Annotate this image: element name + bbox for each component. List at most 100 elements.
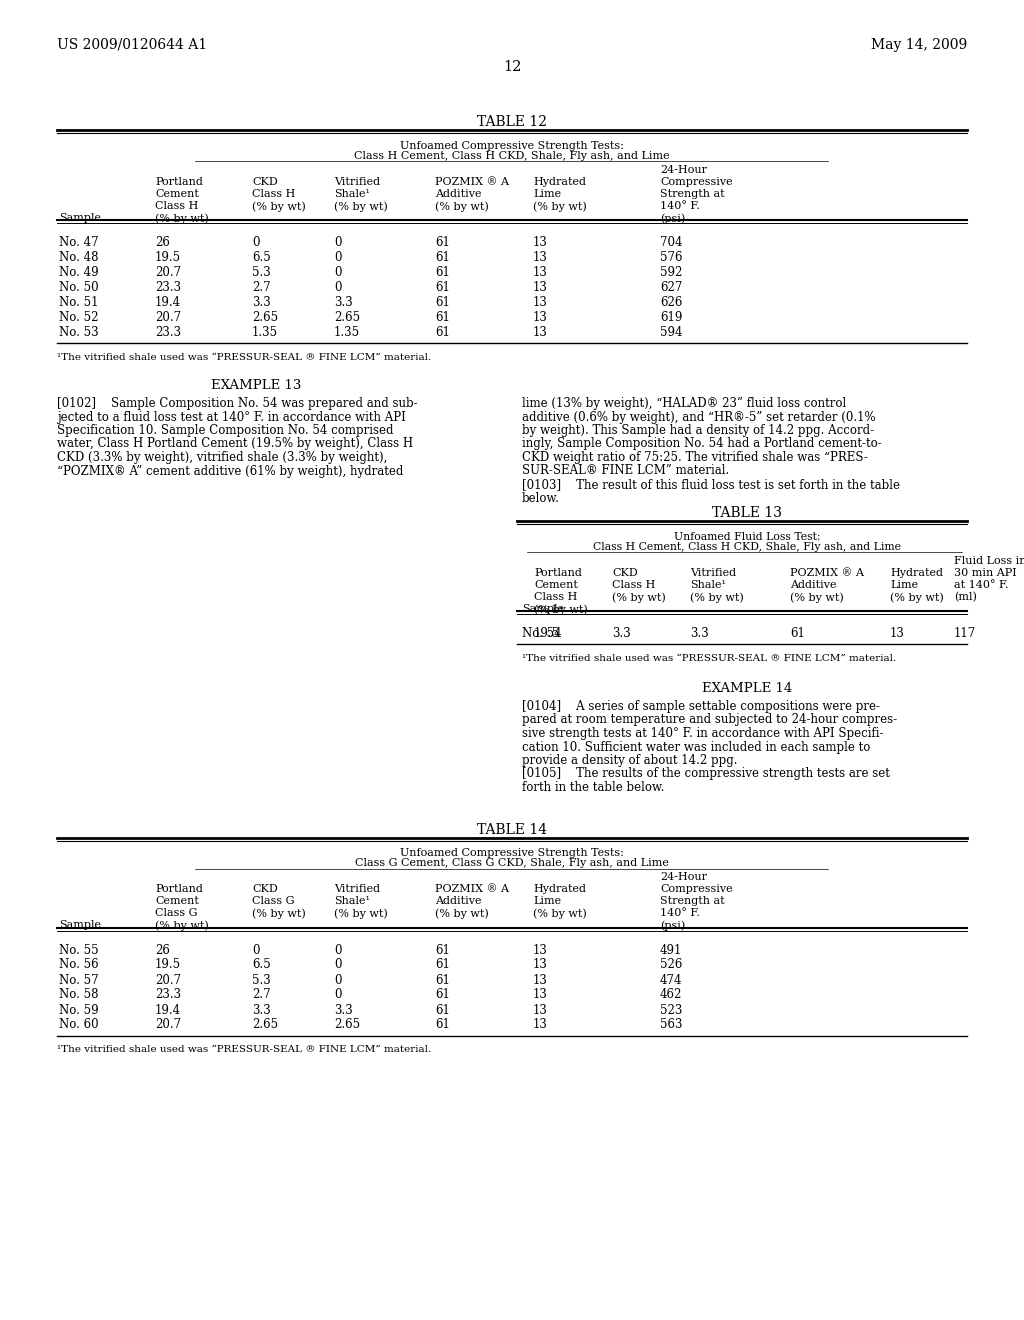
Text: 19.4: 19.4 [155, 296, 181, 309]
Text: Class H: Class H [252, 189, 295, 199]
Text: Sample: Sample [59, 213, 101, 223]
Text: “POZMIX® A” cement additive (61% by weight), hydrated: “POZMIX® A” cement additive (61% by weig… [57, 465, 403, 478]
Text: Cement: Cement [534, 579, 578, 590]
Text: 627: 627 [660, 281, 682, 294]
Text: Lime: Lime [534, 896, 561, 907]
Text: 26: 26 [155, 236, 170, 249]
Text: TABLE 14: TABLE 14 [477, 822, 547, 837]
Text: 19.5: 19.5 [534, 627, 560, 640]
Text: Strength at: Strength at [660, 189, 725, 199]
Text: 23.3: 23.3 [155, 989, 181, 1002]
Text: 13: 13 [534, 281, 548, 294]
Text: 2.65: 2.65 [334, 312, 360, 323]
Text: 523: 523 [660, 1003, 682, 1016]
Text: ¹The vitrified shale used was “PRESSUR-SEAL ® FINE LCM” material.: ¹The vitrified shale used was “PRESSUR-S… [57, 1045, 431, 1055]
Text: No. 59: No. 59 [59, 1003, 98, 1016]
Text: (psi): (psi) [660, 213, 685, 223]
Text: 13: 13 [534, 326, 548, 339]
Text: Compressive: Compressive [660, 177, 732, 187]
Text: 3.3: 3.3 [612, 627, 631, 640]
Text: 526: 526 [660, 958, 682, 972]
Text: Shale¹: Shale¹ [690, 579, 726, 590]
Text: 5.3: 5.3 [252, 974, 270, 986]
Text: (% by wt): (% by wt) [252, 908, 306, 919]
Text: (% by wt): (% by wt) [534, 201, 587, 211]
Text: 61: 61 [435, 1003, 450, 1016]
Text: Cement: Cement [155, 896, 199, 907]
Text: 2.7: 2.7 [252, 989, 270, 1002]
Text: 576: 576 [660, 251, 683, 264]
Text: 0: 0 [334, 989, 341, 1002]
Text: Vitrified: Vitrified [690, 568, 736, 578]
Text: EXAMPLE 13: EXAMPLE 13 [211, 379, 301, 392]
Text: 61: 61 [435, 281, 450, 294]
Text: (% by wt): (% by wt) [534, 908, 587, 919]
Text: No. 48: No. 48 [59, 251, 98, 264]
Text: 13: 13 [534, 312, 548, 323]
Text: 13: 13 [534, 958, 548, 972]
Text: 140° F.: 140° F. [660, 201, 699, 211]
Text: (% by wt): (% by wt) [612, 591, 666, 602]
Text: Vitrified: Vitrified [334, 177, 380, 187]
Text: 474: 474 [660, 974, 683, 986]
Text: 61: 61 [435, 974, 450, 986]
Text: water, Class H Portland Cement (19.5% by weight), Class H: water, Class H Portland Cement (19.5% by… [57, 437, 413, 450]
Text: 61: 61 [435, 944, 450, 957]
Text: 13: 13 [890, 627, 905, 640]
Text: 3.3: 3.3 [252, 1003, 270, 1016]
Text: POZMIX ® A: POZMIX ® A [435, 884, 509, 895]
Text: Strength at: Strength at [660, 896, 725, 907]
Text: Sample: Sample [59, 920, 101, 931]
Text: by weight). This Sample had a density of 14.2 ppg. Accord-: by weight). This Sample had a density of… [522, 424, 874, 437]
Text: 592: 592 [660, 267, 682, 279]
Text: 563: 563 [660, 1019, 683, 1031]
Text: Sample: Sample [522, 605, 564, 614]
Text: 13: 13 [534, 974, 548, 986]
Text: No. 52: No. 52 [59, 312, 98, 323]
Text: Additive: Additive [435, 896, 481, 907]
Text: No. 57: No. 57 [59, 974, 98, 986]
Text: 61: 61 [435, 958, 450, 972]
Text: 6.5: 6.5 [252, 958, 270, 972]
Text: 61: 61 [435, 1019, 450, 1031]
Text: [0103]    The result of this fluid loss test is set forth in the table: [0103] The result of this fluid loss tes… [522, 478, 900, 491]
Text: 3.3: 3.3 [334, 1003, 352, 1016]
Text: 0: 0 [252, 944, 259, 957]
Text: No. 60: No. 60 [59, 1019, 98, 1031]
Text: (% by wt): (% by wt) [435, 908, 488, 919]
Text: Hydrated: Hydrated [534, 177, 586, 187]
Text: No. 51: No. 51 [59, 296, 98, 309]
Text: lime (13% by weight), “HALAD® 23” fluid loss control: lime (13% by weight), “HALAD® 23” fluid … [522, 397, 846, 411]
Text: No. 56: No. 56 [59, 958, 98, 972]
Text: 140° F.: 140° F. [660, 908, 699, 919]
Text: 626: 626 [660, 296, 682, 309]
Text: 61: 61 [435, 989, 450, 1002]
Text: pared at room temperature and subjected to 24-hour compres-: pared at room temperature and subjected … [522, 714, 897, 726]
Text: 594: 594 [660, 326, 683, 339]
Text: Cement: Cement [155, 189, 199, 199]
Text: (% by wt): (% by wt) [155, 920, 209, 931]
Text: Class G: Class G [252, 896, 295, 907]
Text: CKD: CKD [612, 568, 638, 578]
Text: 0: 0 [334, 251, 341, 264]
Text: 1.35: 1.35 [252, 326, 279, 339]
Text: 20.7: 20.7 [155, 267, 181, 279]
Text: Class H Cement, Class H CKD, Shale, Fly ash, and Lime: Class H Cement, Class H CKD, Shale, Fly … [354, 150, 670, 161]
Text: 19.4: 19.4 [155, 1003, 181, 1016]
Text: 2.65: 2.65 [334, 1019, 360, 1031]
Text: [0105]    The results of the compressive strength tests are set: [0105] The results of the compressive st… [522, 767, 890, 780]
Text: SUR-SEAL® FINE LCM” material.: SUR-SEAL® FINE LCM” material. [522, 465, 729, 478]
Text: POZMIX ® A: POZMIX ® A [790, 568, 864, 578]
Text: 12: 12 [503, 59, 521, 74]
Text: US 2009/0120644 A1: US 2009/0120644 A1 [57, 38, 207, 51]
Text: 3.3: 3.3 [252, 296, 270, 309]
Text: Class H Cement, Class H CKD, Shale, Fly ash, and Lime: Class H Cement, Class H CKD, Shale, Fly … [593, 543, 901, 552]
Text: 13: 13 [534, 296, 548, 309]
Text: 61: 61 [790, 627, 805, 640]
Text: No. 47: No. 47 [59, 236, 98, 249]
Text: 0: 0 [334, 974, 341, 986]
Text: CKD (3.3% by weight), vitrified shale (3.3% by weight),: CKD (3.3% by weight), vitrified shale (3… [57, 451, 387, 465]
Text: Unfoamed Compressive Strength Tests:: Unfoamed Compressive Strength Tests: [400, 141, 624, 150]
Text: 0: 0 [334, 944, 341, 957]
Text: 0: 0 [334, 267, 341, 279]
